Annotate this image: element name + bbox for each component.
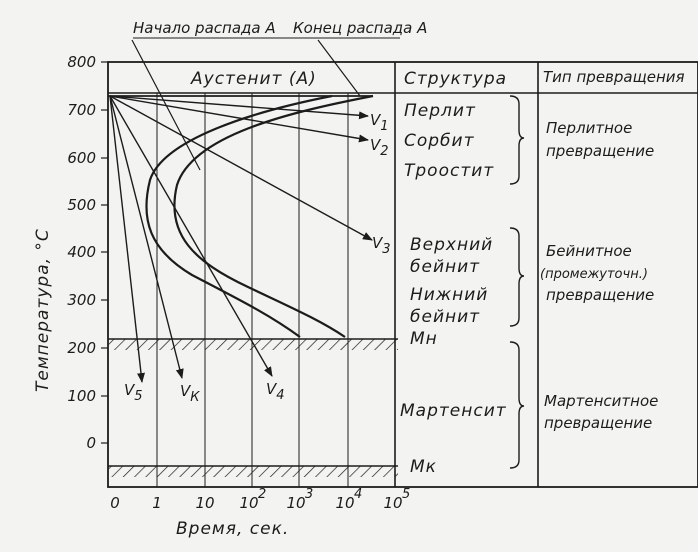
cooling-curve-v2	[109, 95, 369, 143]
label-v3: V3	[372, 234, 391, 257]
cooling-curves	[109, 95, 373, 383]
svg-text:5: 5	[402, 487, 410, 502]
svg-text:0: 0	[86, 434, 96, 452]
start-of-decomposition-title: Начало распада А	[133, 19, 276, 37]
y-axis-title: Температура, °С	[33, 228, 53, 392]
label-v5: V5	[124, 381, 143, 404]
svg-text:3: 3	[305, 487, 313, 502]
type-martensite-1: Мартенситное	[544, 392, 658, 410]
type-bainite-1: Бейнитное	[546, 242, 632, 260]
cooling-curve-v5	[109, 95, 145, 383]
austenite-label: Аустенит (А)	[190, 69, 317, 89]
start-of-decomposition-curve	[145, 94, 333, 338]
bracket-bainite	[509, 227, 525, 327]
svg-text:1: 1	[152, 494, 162, 512]
structure-upper-bainite-1: Верхний	[410, 235, 493, 255]
diagram-frame	[107, 61, 698, 488]
transformation-type-labels: Перлитное превращение Бейнитное (промежу…	[540, 119, 658, 432]
type-bainite-3: превращение	[546, 286, 654, 304]
x-axis-title: Время, сек.	[176, 519, 289, 539]
structure-upper-bainite-2: бейнит	[410, 257, 480, 277]
svg-text:10: 10	[335, 494, 354, 512]
type-pearlite-2: превращение	[546, 142, 654, 160]
cooling-curve-v3	[109, 95, 373, 241]
type-pearlite-1: Перлитное	[546, 119, 632, 137]
bracket-martensite	[509, 341, 525, 469]
cooling-curve-v4	[109, 95, 273, 377]
bracket-pearlite	[509, 95, 525, 185]
type-bainite-2: (промежуточн.)	[540, 267, 648, 282]
mk-hatch	[108, 466, 398, 477]
label-v4: V4	[266, 380, 285, 403]
svg-text:500: 500	[67, 196, 96, 214]
column-header-transformation-type: Тип превращения	[543, 68, 685, 86]
svg-text:10: 10	[239, 494, 258, 512]
structure-perlit: Перлит	[404, 101, 476, 121]
svg-text:600: 600	[67, 149, 96, 167]
svg-text:10: 10	[383, 494, 402, 512]
end-pointer-line	[317, 39, 361, 97]
cooling-curve-vk	[109, 95, 184, 379]
structure-troostit: Троостит	[404, 161, 494, 181]
mk-label: Мк	[410, 457, 437, 477]
svg-text:10: 10	[195, 494, 214, 512]
structure-martensite: Мартенсит	[400, 401, 507, 421]
cooling-curve-v1	[109, 95, 369, 120]
svg-text:100: 100	[67, 387, 96, 405]
svg-text:0: 0	[110, 494, 120, 512]
svg-text:400: 400	[67, 243, 96, 261]
x-tick-exponents: 2 3 4 5	[258, 487, 410, 502]
y-tick-labels: 800 700 600 500 400 300 200 100 0	[67, 53, 96, 452]
end-of-decomposition-title: Конец распада А	[293, 19, 427, 37]
svg-text:200: 200	[67, 339, 96, 357]
svg-text:800: 800	[67, 53, 96, 71]
label-v1: V1	[370, 111, 389, 134]
type-martensite-2: превращение	[544, 414, 652, 432]
cooling-curve-labels: V1 V2 V3 V4 VК V5	[124, 111, 391, 405]
structure-labels: Перлит Сорбит Троостит Верхний бейнит Ни…	[400, 101, 507, 421]
end-of-decomposition-curve	[173, 94, 374, 338]
structure-sorbit: Сорбит	[404, 131, 475, 151]
mn-label: Мн	[410, 329, 438, 349]
svg-text:700: 700	[67, 101, 96, 119]
column-header-structure: Структура	[404, 69, 507, 89]
svg-text:10: 10	[286, 494, 305, 512]
svg-text:4: 4	[354, 487, 362, 502]
x-tick-labels: 0 1 10 10 10 10 10	[110, 494, 402, 512]
label-v2: V2	[370, 136, 389, 159]
y-tick-marks	[101, 61, 108, 444]
structure-lower-bainite-1: Нижний	[410, 285, 488, 305]
structure-lower-bainite-2: бейнит	[410, 307, 480, 327]
svg-text:2: 2	[258, 487, 266, 502]
label-vk: VК	[180, 382, 200, 405]
svg-text:300: 300	[67, 291, 96, 309]
